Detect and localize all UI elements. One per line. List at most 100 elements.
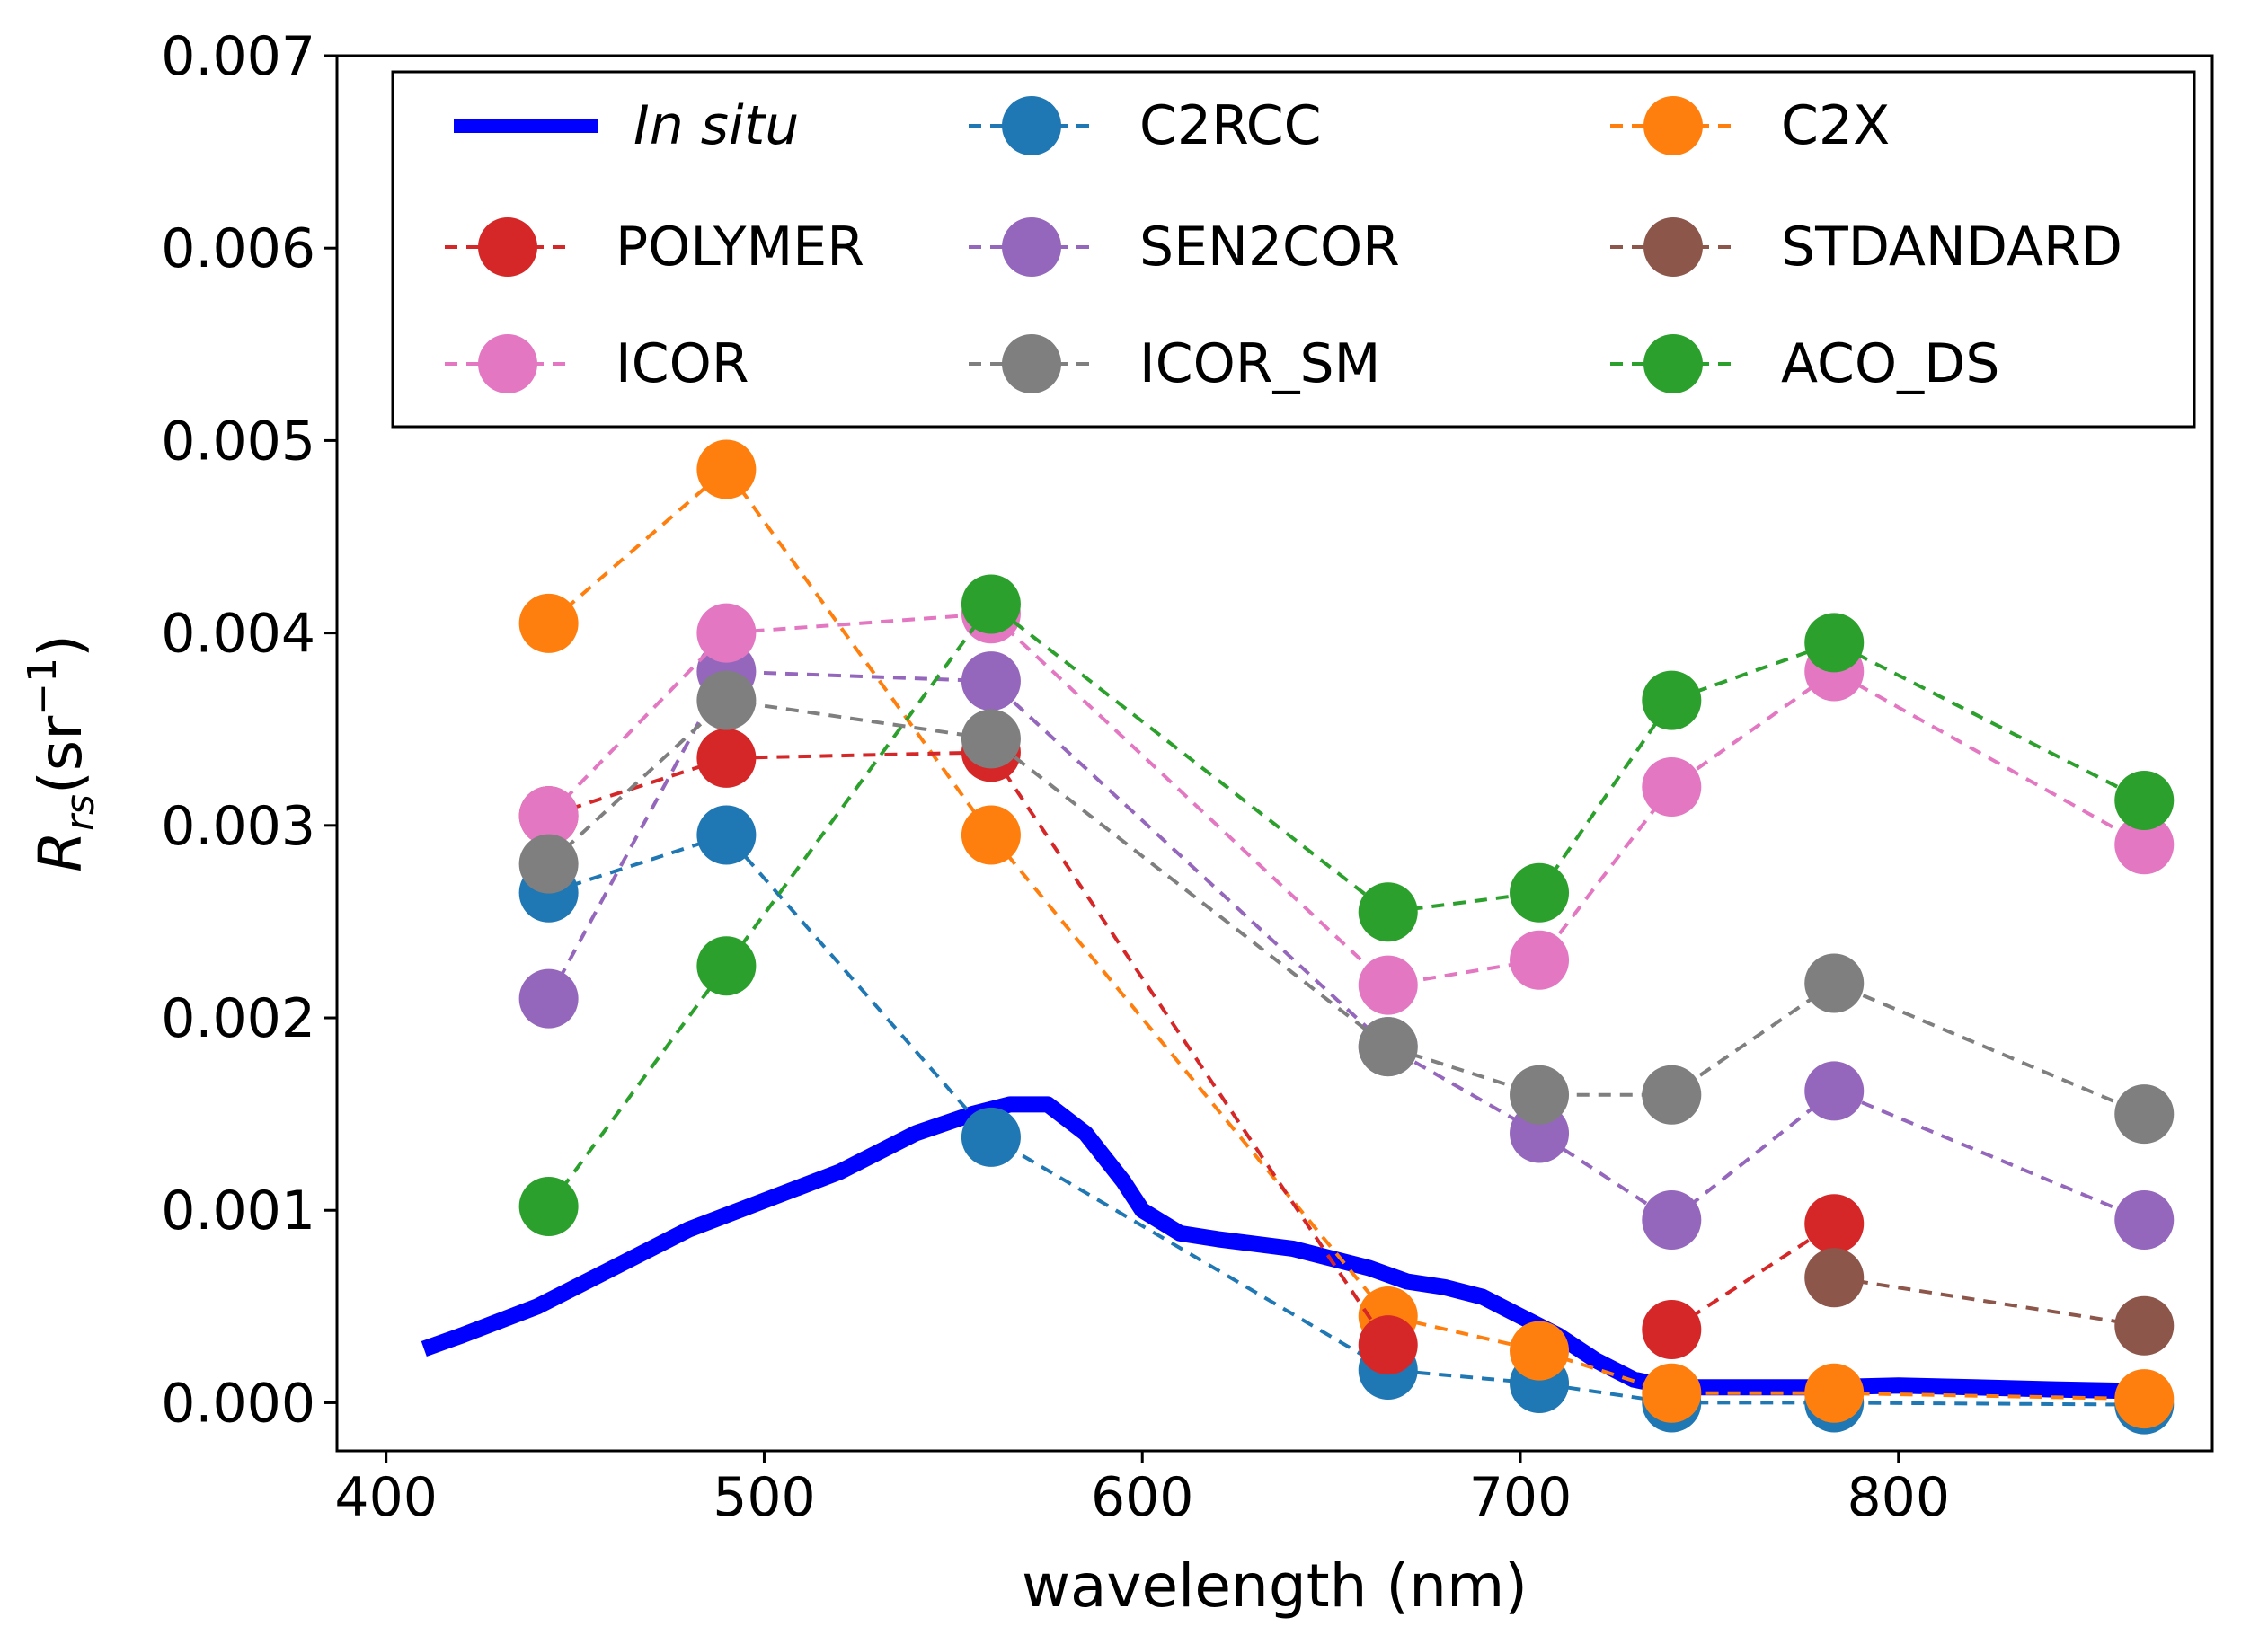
marker-icor-sm <box>1642 1065 1702 1125</box>
plot-frame <box>335 54 2214 1453</box>
y-axis-label-exponent: −1 <box>20 658 66 716</box>
marker-polymer <box>1804 1194 1865 1254</box>
x-axis-label: wavelength (nm) <box>1022 1551 1528 1621</box>
legend-item-icor: ICOR <box>445 332 749 395</box>
marker-c2x <box>961 805 1021 865</box>
legend-marker <box>1643 334 1703 393</box>
legend-item-polymer: POLYMER <box>445 216 864 278</box>
y-tick-label: 0.005 <box>161 410 315 473</box>
marker-sen2cor <box>961 651 1021 711</box>
marker-icor <box>1358 955 1418 1015</box>
marker-sen2cor <box>1642 1189 1702 1250</box>
y-axis-label-close: ) <box>26 634 95 658</box>
series-line-polymer <box>1670 1222 1836 1331</box>
marker-c2x <box>1804 1363 1865 1423</box>
legend-box <box>391 70 2196 429</box>
y-tick-label: 0.002 <box>161 987 315 1050</box>
y-tick-label: 0.007 <box>161 25 315 88</box>
marker-c2x <box>1510 1321 1570 1381</box>
marker-icor-sm <box>2114 1084 2175 1144</box>
y-axis-label-base: R <box>26 831 95 872</box>
marker-aco-ds <box>2114 770 2175 830</box>
series-c2x <box>518 439 2175 1429</box>
marker-aco-ds <box>696 936 757 996</box>
marker-aco-ds <box>1642 670 1702 730</box>
marker-c2rcc <box>961 1107 1021 1167</box>
legend-marker <box>1002 334 1061 393</box>
marker-sen2cor <box>518 968 579 1029</box>
marker-stdandard <box>1804 1248 1865 1308</box>
marker-aco-ds <box>1358 882 1418 942</box>
marker-icor <box>2114 815 2175 875</box>
x-tick-label: 700 <box>1469 1466 1573 1529</box>
legend-item-aco-ds: ACO_DS <box>1610 332 1999 395</box>
y-axis-label: Rrs(sr−1) <box>20 634 103 872</box>
legend: In situ C2RCC C2X POLYMER SEN2COR STDANDARD IC… <box>391 70 2196 429</box>
legend-item-stdandard: STDANDARD <box>1610 216 2122 278</box>
series-aco-ds <box>518 574 2175 1236</box>
marker-aco-ds <box>961 574 1021 634</box>
legend-item-sen2cor: SEN2COR <box>969 216 1400 278</box>
marker-sen2cor <box>1804 1061 1865 1121</box>
legend-label: SEN2COR <box>1139 216 1400 278</box>
marker-c2x <box>696 439 757 499</box>
in-situ-line <box>421 1096 2145 1400</box>
marker-icor-sm <box>1804 953 1865 1013</box>
marker-icor-sm <box>1510 1065 1570 1125</box>
marker-polymer <box>696 728 757 788</box>
series-line-sen2cor <box>546 669 2146 1223</box>
x-tick-label: 400 <box>334 1466 438 1529</box>
series-line-c2x <box>547 466 2145 1401</box>
y-tick-label: 0.000 <box>161 1372 315 1435</box>
y-tick-label: 0.001 <box>161 1180 315 1242</box>
legend-item-c2x: C2X <box>1610 94 1890 157</box>
x-tick-label: 500 <box>713 1466 816 1529</box>
legend-item-c2rcc: C2RCC <box>969 94 1322 157</box>
legend-item-icor-sm: ICOR_SM <box>969 332 1380 395</box>
marker-c2x <box>1642 1363 1702 1423</box>
marker-polymer <box>1642 1300 1702 1360</box>
series-line-stdandard <box>1833 1276 2145 1328</box>
y-tick-label: 0.003 <box>161 795 315 858</box>
marker-aco-ds <box>518 1176 579 1236</box>
marker-icor <box>1642 756 1702 817</box>
marker-icor-sm <box>1358 1017 1418 1077</box>
legend-marker <box>478 217 537 277</box>
marker-icor-sm <box>961 709 1021 769</box>
marker-sen2cor <box>2114 1189 2175 1250</box>
legend-marker <box>478 334 537 393</box>
marker-icor-sm <box>696 670 757 730</box>
legend-marker <box>1002 217 1061 277</box>
series-line-polymer <box>547 750 1390 1347</box>
y-tick-label: 0.004 <box>161 603 315 666</box>
legend-label: C2X <box>1781 94 1890 157</box>
legend-item-in-situ: In situ <box>454 94 799 157</box>
marker-icor <box>1510 930 1570 990</box>
legend-label: ACO_DS <box>1781 332 1999 395</box>
series-stdandard <box>1804 1248 2175 1356</box>
legend-label: POLYMER <box>616 216 864 278</box>
series-line-icor <box>547 612 2146 987</box>
y-axis-label-subscript: rs <box>58 794 103 831</box>
marker-c2x <box>2114 1369 2175 1429</box>
axes-layer: 400 500 600 700 800 0.000 0.001 0.002 0.003 0.00… <box>20 25 2214 1621</box>
marker-icor <box>518 786 579 846</box>
marker-icor-sm <box>518 834 579 894</box>
marker-aco-ds <box>1510 862 1570 923</box>
y-axis-label-unit: (sr <box>26 715 95 794</box>
series-line-icor-sm <box>547 698 2146 1116</box>
x-tick-label: 800 <box>1847 1466 1950 1529</box>
marker-aco-ds <box>1804 613 1865 673</box>
legend-label: STDANDARD <box>1781 216 2122 278</box>
legend-marker <box>1643 217 1703 277</box>
y-axis-ticks: 0.000 0.001 0.002 0.003 0.004 0.005 0.006 0.007 <box>161 25 337 1435</box>
marker-c2x <box>518 593 579 653</box>
x-axis-ticks: 400 500 600 700 800 <box>334 1451 1950 1529</box>
legend-marker <box>1643 96 1703 155</box>
series-layer <box>421 439 2175 1435</box>
legend-label: In situ <box>633 94 799 157</box>
legend-marker <box>1002 96 1061 155</box>
marker-icor <box>696 603 757 663</box>
x-tick-label: 600 <box>1091 1466 1194 1529</box>
